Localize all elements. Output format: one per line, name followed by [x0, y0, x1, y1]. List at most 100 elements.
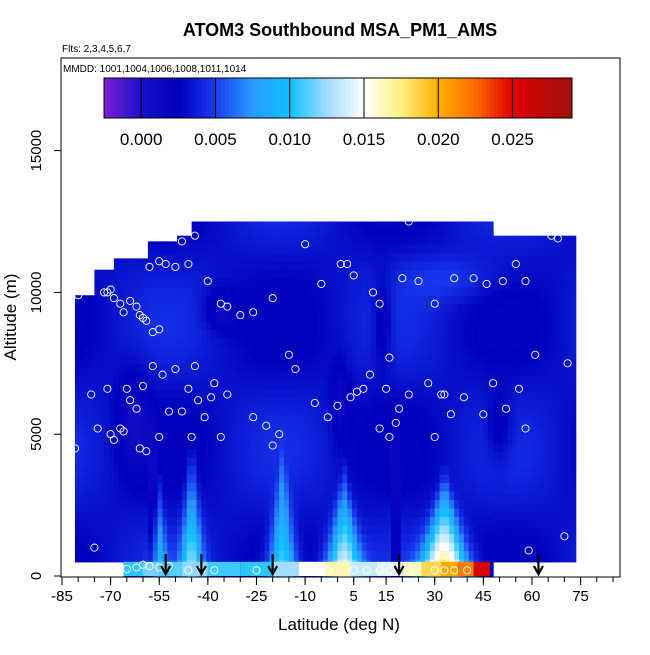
curtain-cell — [483, 371, 489, 381]
curtain-cell — [274, 507, 280, 518]
curtain-cell — [327, 244, 334, 254]
curtain-cell — [147, 516, 154, 526]
curtain-cell — [405, 329, 412, 339]
colorbar-segment — [224, 78, 230, 118]
curtain-cell — [541, 442, 548, 452]
x-tick-label: 5 — [350, 588, 358, 605]
curtain-cell — [468, 346, 475, 356]
curtain-cell — [546, 553, 552, 563]
curtain-cell — [284, 490, 290, 501]
sample-point — [109, 435, 118, 444]
curtain-cell — [284, 473, 290, 484]
curtain-cell — [230, 227, 236, 237]
curtain-cell — [527, 510, 533, 520]
curtain-cell — [410, 312, 416, 322]
curtain-cell — [181, 550, 188, 560]
curtain-cell — [497, 383, 504, 393]
curtain-cell — [507, 553, 514, 563]
curtain-cell — [556, 553, 562, 563]
curtain-cell — [541, 536, 548, 546]
curtain-cell — [215, 388, 222, 398]
curtain-cell — [400, 414, 407, 424]
curtain-cell — [410, 371, 416, 381]
curtain-cell — [400, 337, 407, 347]
curtain-cell — [531, 417, 538, 427]
curtain-cell — [434, 269, 441, 279]
curtain-cell — [259, 397, 266, 407]
curtain-cell — [264, 465, 271, 475]
curtain-cell — [308, 541, 314, 552]
colorbar-segment — [252, 78, 257, 118]
curtain-cell — [527, 306, 533, 316]
curtain-cell — [332, 261, 339, 271]
curtain-cell — [118, 391, 125, 401]
curtain-cell — [220, 252, 227, 262]
colorbar-segment — [357, 78, 362, 118]
curtain-cell — [235, 227, 241, 237]
curtain-cell — [327, 448, 334, 458]
curtain-cell — [109, 391, 115, 401]
curtain-cell — [386, 465, 392, 475]
curtain-cell — [376, 456, 382, 466]
curtain-cell — [381, 286, 387, 296]
curtain-cell — [468, 507, 475, 518]
curtain-cell — [235, 490, 241, 501]
curtain-cell — [386, 456, 392, 466]
curtain-cell — [259, 227, 266, 237]
curtain-cell — [497, 442, 504, 452]
curtain-cell — [517, 485, 523, 495]
curtain-cell — [497, 502, 504, 512]
curtain-cell — [235, 303, 241, 313]
curtain-cell — [84, 434, 91, 444]
curtain-cell — [181, 482, 188, 492]
curtain-cell — [104, 536, 110, 546]
curtain-cell — [167, 456, 173, 466]
curtain-cell — [439, 541, 446, 552]
curtain-cell — [337, 388, 343, 398]
curtain-cell — [298, 320, 305, 330]
curtain-cell — [497, 272, 504, 282]
curtain-cell — [143, 490, 149, 501]
curtain-cell — [245, 320, 251, 330]
curtain-cell — [527, 264, 533, 274]
curtain-cell — [531, 553, 538, 563]
curtain-cell — [395, 286, 402, 296]
curtain-cell — [546, 408, 552, 418]
curtain-cell — [429, 354, 436, 364]
curtain-cell — [147, 507, 154, 518]
curtain-cell — [220, 329, 227, 339]
curtain-cell — [512, 476, 518, 486]
curtain-cell — [488, 337, 494, 347]
curtain-cell — [425, 252, 431, 262]
curtain-cell — [332, 448, 339, 458]
curtain-cell — [293, 278, 300, 288]
curtain-cell — [425, 295, 431, 305]
curtain-cell — [352, 524, 358, 535]
curtain-cell — [425, 507, 431, 518]
curtain-cell — [74, 442, 81, 452]
curtain-cell — [274, 286, 280, 296]
curtain-cell — [177, 533, 183, 543]
curtain-cell — [143, 346, 149, 356]
curtain-cell — [235, 312, 241, 322]
curtain-cell — [390, 482, 397, 492]
curtain-cell — [225, 397, 232, 407]
curtain-cell — [478, 278, 484, 288]
sample-point — [210, 566, 219, 575]
sample-point — [437, 390, 446, 399]
curtain-cell — [561, 391, 567, 401]
curtain-cell — [89, 383, 96, 393]
sample-point — [531, 350, 540, 359]
curtain-cell — [264, 439, 271, 449]
curtain-cell — [94, 527, 100, 537]
curtain-cell — [425, 422, 431, 432]
sample-point — [190, 362, 199, 371]
curtain-cell — [240, 235, 246, 245]
curtain-cell — [497, 366, 504, 376]
curtain-cell — [220, 422, 227, 432]
curtain-cell — [463, 507, 470, 518]
curtain-cell — [493, 519, 499, 529]
colorbar-segment — [513, 78, 518, 118]
curtain-cell — [570, 272, 577, 282]
curtain-cell — [118, 476, 125, 486]
